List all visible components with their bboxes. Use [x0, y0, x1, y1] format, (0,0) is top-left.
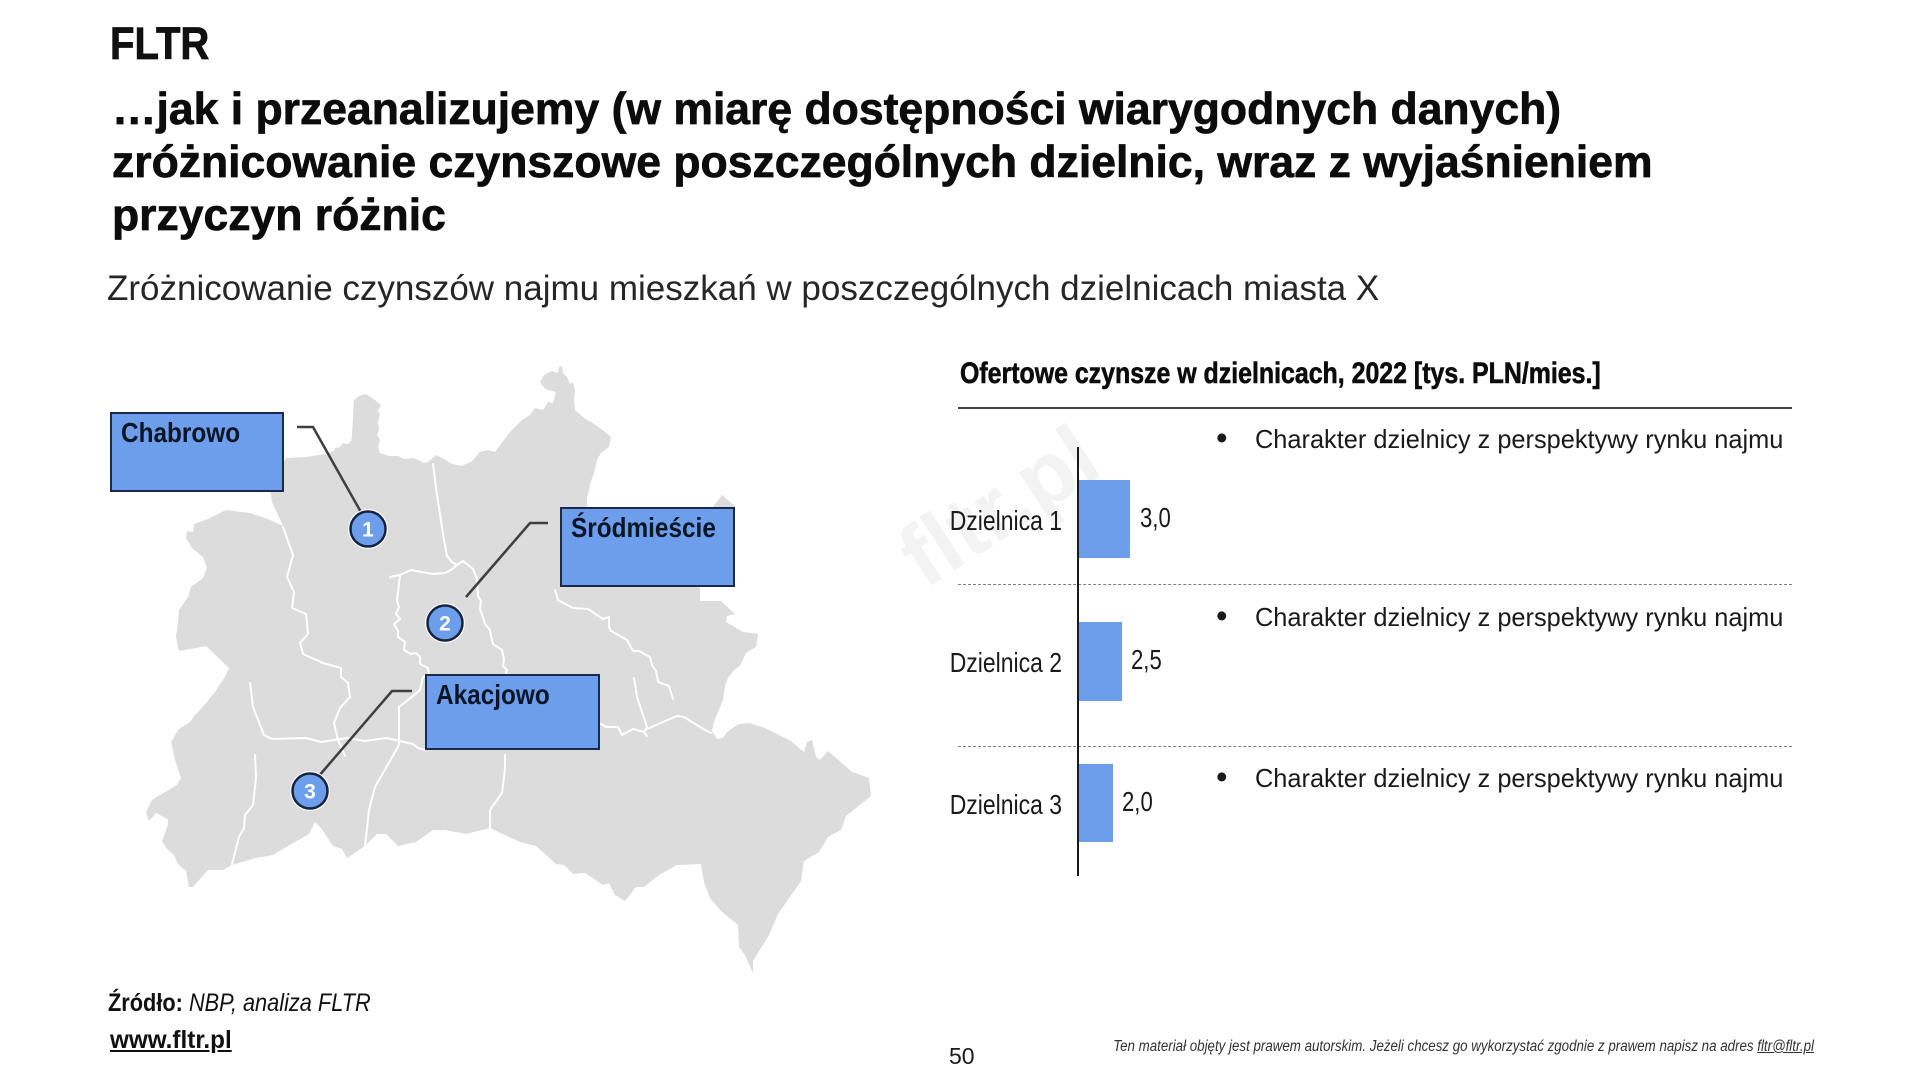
svg-text:1: 1 [362, 519, 374, 542]
svg-text:2: 2 [439, 613, 451, 636]
svg-text:3: 3 [304, 781, 316, 804]
